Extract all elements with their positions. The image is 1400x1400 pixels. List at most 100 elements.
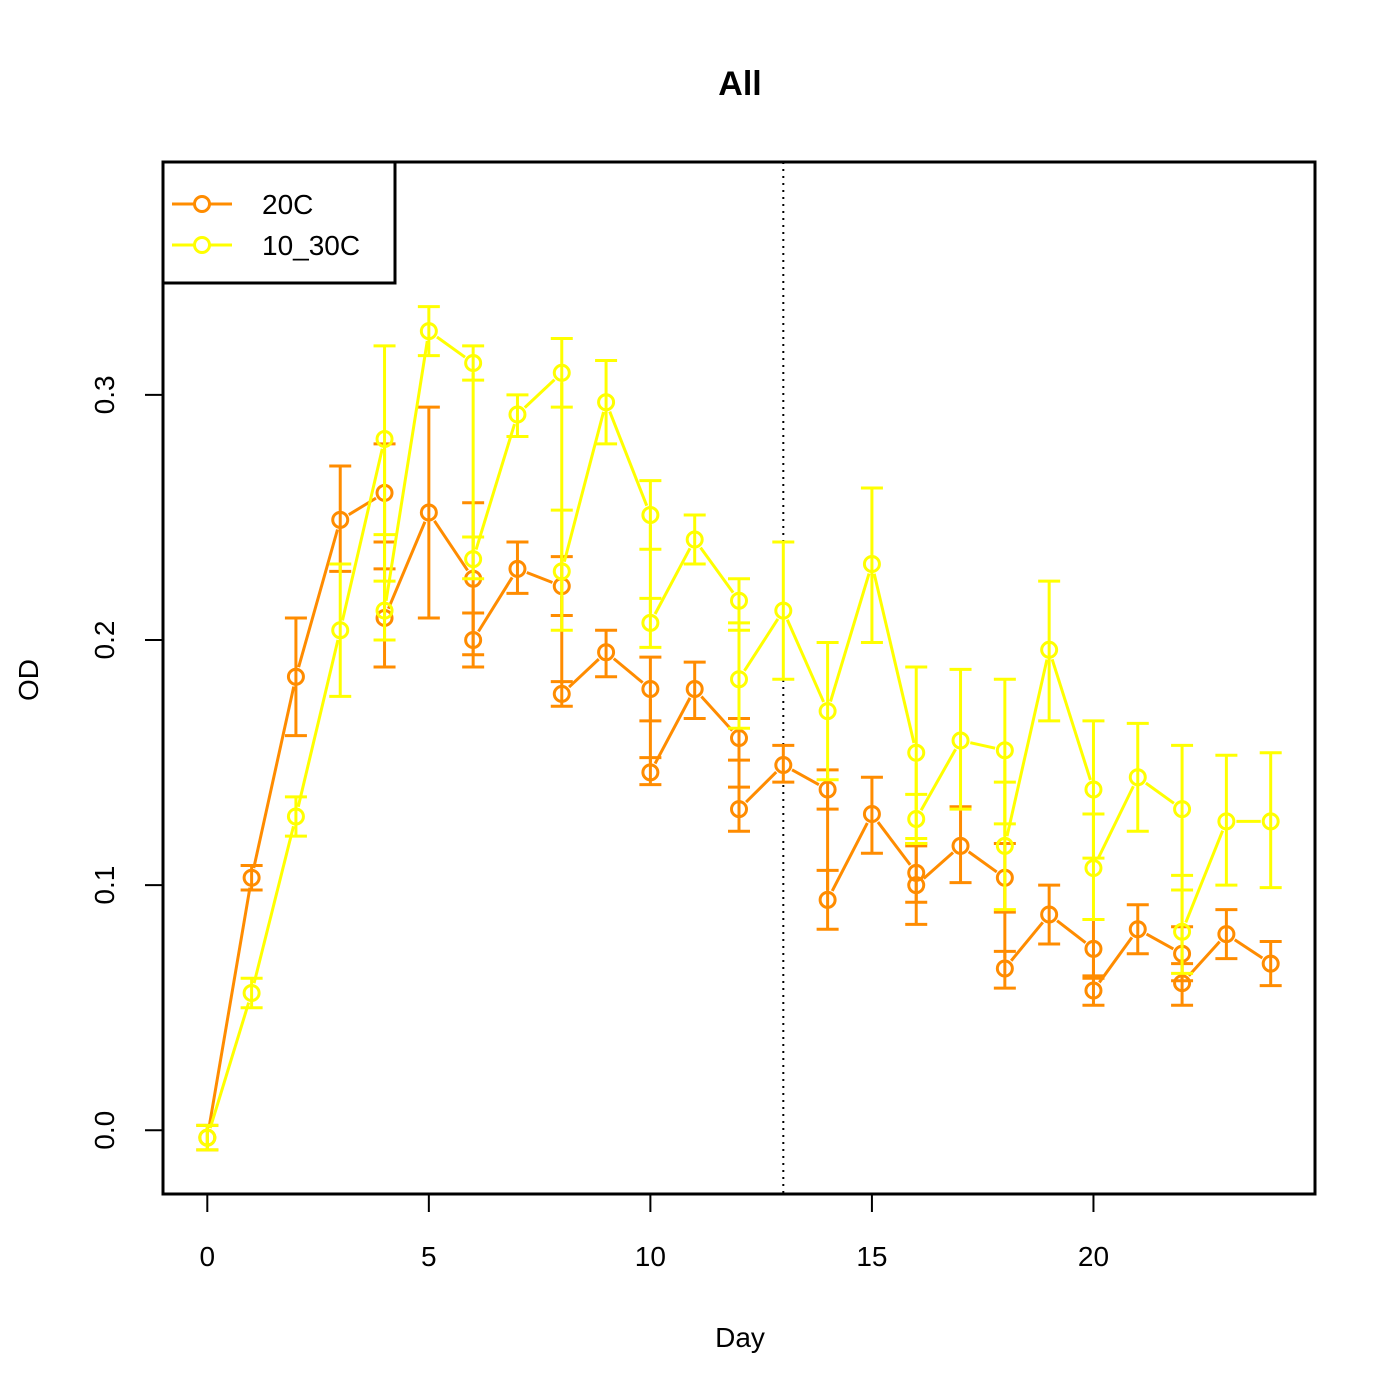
series-line-segment (1096, 785, 1135, 860)
x-tick-label: 15 (856, 1241, 887, 1272)
data-point (818, 702, 837, 721)
series-line-segment (1145, 932, 1175, 951)
data-point (1084, 981, 1103, 1000)
y-tick-label: 0.1 (89, 866, 120, 905)
data-point (198, 1128, 217, 1147)
legend-swatch-marker-20C (193, 195, 211, 213)
data-point (685, 530, 704, 549)
series-line-segment (252, 686, 296, 869)
series-line-segment (922, 851, 955, 880)
data-point (375, 429, 394, 448)
x-tick-label: 0 (200, 1241, 216, 1272)
series-line-segment (919, 748, 957, 811)
series-line-segment (433, 520, 469, 572)
data-point (1084, 939, 1103, 958)
series-line-segment (745, 771, 778, 804)
data-point (1217, 812, 1236, 831)
series-line-segment (208, 1002, 251, 1129)
series-line-segment (653, 547, 692, 615)
series-line-segment (252, 825, 295, 984)
series-line-segment (387, 521, 427, 610)
data-point (552, 363, 571, 382)
series-line-segment (876, 821, 912, 866)
data-point (1173, 800, 1192, 819)
x-axis-label: Day (715, 1322, 765, 1353)
data-point (1128, 920, 1147, 939)
series-line-segment (1005, 659, 1049, 837)
data-point (951, 836, 970, 855)
data-point (995, 959, 1014, 978)
data-point (641, 763, 660, 782)
series-line-segment (297, 529, 339, 668)
data-point (862, 555, 881, 574)
data-point (907, 876, 926, 895)
series-line-segment (207, 887, 252, 1129)
data-point (597, 393, 616, 412)
data-point (419, 322, 438, 341)
data-point (286, 807, 305, 826)
data-point (641, 505, 660, 524)
data-point (331, 510, 350, 529)
y-tick-label: 0.3 (89, 375, 120, 414)
data-point (995, 836, 1014, 855)
series-line-segment (785, 619, 825, 703)
legend-item-20C: 20C (172, 189, 313, 220)
data-point (331, 621, 350, 640)
series-line-segment (1184, 830, 1225, 923)
data-point (597, 643, 616, 662)
data-point (552, 562, 571, 581)
data-point (907, 809, 926, 828)
data-point (1217, 925, 1236, 944)
series-line-segment (969, 741, 996, 750)
data-point (1084, 780, 1103, 799)
chart-title: All (718, 65, 761, 103)
data-point (419, 503, 438, 522)
data-point (995, 741, 1014, 760)
y-tick-label: 0.2 (89, 621, 120, 660)
series-line-segment (1056, 919, 1087, 944)
x-tick-label: 5 (421, 1241, 437, 1272)
series-line-segment (568, 658, 600, 689)
data-point (508, 405, 527, 424)
data-point (286, 667, 305, 686)
series-line-segment (474, 423, 516, 550)
data-point (1084, 858, 1103, 877)
y-axis: 0.0 0.1 0.2 0.3 (89, 375, 164, 1150)
series-line-segment (523, 378, 556, 409)
data-point (1040, 640, 1059, 659)
data-point (508, 559, 527, 578)
series-line-segment (1145, 781, 1175, 805)
series-line-segment (1187, 940, 1221, 977)
data-point (1040, 905, 1059, 924)
legend-item-10_30C: 10_30C (172, 230, 360, 261)
data-point (1261, 954, 1280, 973)
data-point (464, 354, 483, 373)
data-point (907, 743, 926, 762)
series-line-segment (608, 410, 649, 507)
series-line-segment (612, 657, 644, 684)
series-line-segment (967, 850, 998, 874)
x-tick-label: 20 (1078, 1241, 1109, 1272)
data-point (730, 591, 748, 610)
legend-swatch-marker-10_30C (193, 236, 211, 254)
y-axis-label: OD (13, 659, 44, 701)
series-line-segment (526, 571, 553, 584)
x-tick-label: 10 (635, 1241, 666, 1272)
y-tick-label: 0.0 (89, 1111, 120, 1150)
data-point (951, 731, 970, 750)
legend: 20C 10_30C (161, 160, 397, 285)
series-line-segment (743, 618, 780, 672)
data-point (774, 756, 793, 775)
legend-box (161, 160, 397, 285)
series-line-segment (477, 576, 514, 633)
series-line-segment (341, 448, 384, 621)
series-line-segment (436, 335, 466, 359)
data-point (242, 868, 261, 887)
data-point (818, 890, 837, 909)
data-point (1128, 768, 1147, 787)
series-line-segment (872, 573, 916, 744)
data-point (862, 805, 881, 824)
data-point (375, 601, 394, 620)
data-point (464, 550, 483, 569)
